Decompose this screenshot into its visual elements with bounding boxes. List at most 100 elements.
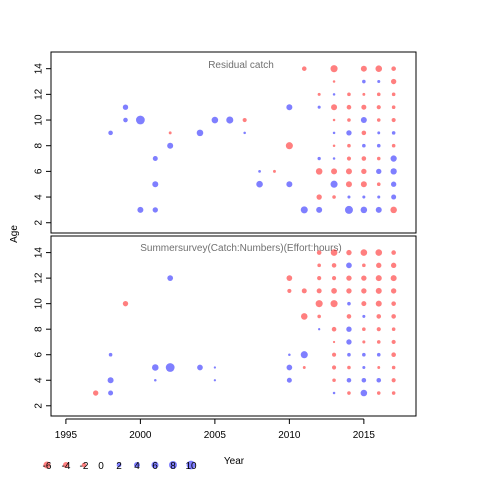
y-tick-label: 12: [34, 272, 45, 284]
residual-bubble: [347, 118, 351, 122]
residual-bubble: [391, 105, 396, 109]
residual-bubble: [347, 195, 351, 199]
residual-bubble: [391, 314, 396, 319]
residual-bubble: [317, 314, 321, 319]
residual-bubble: [137, 206, 144, 213]
residual-bubble: [376, 156, 381, 161]
residual-bubble: [391, 352, 396, 358]
residual-bubble: [390, 275, 397, 282]
y-tick-label: 14: [34, 247, 45, 259]
residual-bubble: [152, 207, 158, 213]
residual-bubble: [197, 364, 203, 371]
legend-label: 8: [170, 461, 176, 472]
legend-bubble: [63, 462, 69, 468]
legend-label: 10: [185, 461, 197, 472]
residual-bubble: [331, 168, 338, 175]
residual-bubble: [347, 391, 351, 395]
residual-bubble: [316, 206, 323, 213]
residual-bubble: [390, 168, 397, 175]
residual-bubble: [347, 365, 351, 370]
residual-bubble: [285, 142, 293, 150]
residual-bubble: [346, 104, 352, 110]
residual-bubble: [345, 168, 352, 175]
residual-bubble: [376, 262, 382, 269]
residual-bubble: [360, 181, 367, 188]
panel-1-frame: [50, 51, 417, 234]
legend-bubble: [186, 460, 196, 470]
residual-bubble: [302, 366, 306, 369]
residual-bubble: [376, 340, 381, 344]
residual-bubble: [362, 365, 366, 370]
residual-bubble: [346, 130, 352, 136]
residual-bubble: [361, 275, 367, 281]
residual-bubble: [287, 288, 292, 293]
residual-bubble: [390, 288, 397, 294]
residual-bubble: [316, 194, 322, 200]
legend-bubble: [116, 462, 122, 468]
residual-bubble: [331, 104, 338, 111]
panel-summer-survey: Summersurvey(Catch:Numbers)(Effort:hours…: [34, 235, 417, 417]
residual-bubble: [331, 326, 337, 332]
residual-bubble: [301, 66, 307, 71]
residual-bubble: [330, 300, 338, 308]
panel-residual-catch: Residual catch 2 4 6 8 10 12 14: [34, 51, 417, 234]
residual-bubble: [375, 275, 382, 282]
residual-bubble: [332, 195, 336, 199]
residual-bubble: [376, 168, 382, 175]
residual-bubble: [317, 105, 321, 109]
residual-bubble: [317, 156, 321, 161]
residual-bubble: [362, 340, 366, 344]
y-tick-label: 8: [34, 326, 45, 332]
residual-bubble: [211, 116, 219, 124]
residual-bubble: [196, 129, 204, 137]
residual-bubble: [152, 156, 158, 162]
residual-bubble: [361, 168, 367, 175]
residual-bubble: [376, 377, 382, 383]
residual-bubble: [300, 206, 308, 214]
x-tick-label: 1995: [55, 430, 78, 441]
residual-bubble: [347, 143, 351, 148]
residual-bubble: [375, 65, 383, 72]
residual-bubble: [347, 92, 351, 97]
legend-bubble: [134, 462, 140, 468]
x-tick-label: 2000: [129, 430, 152, 441]
residual-bubble: [242, 117, 247, 123]
residual-bubble: [332, 93, 336, 96]
residual-bubble: [273, 169, 276, 173]
residual-bubble: [362, 143, 366, 148]
residual-bubble: [165, 363, 175, 372]
residual-bubble: [300, 351, 308, 359]
residual-bubble: [376, 327, 381, 332]
y-axis-title: Age: [9, 225, 20, 243]
residual-bubble: [376, 105, 381, 110]
residual-bubble: [331, 365, 337, 370]
residual-bubble: [361, 104, 367, 110]
residual-bubble: [391, 365, 396, 370]
legend-label: -2: [80, 461, 89, 472]
residual-bubble: [330, 65, 338, 73]
legend-label: 6: [152, 461, 158, 472]
residual-bubble: [330, 249, 338, 256]
residual-bubble: [390, 78, 397, 85]
residual-bubble: [376, 118, 381, 122]
residual-bubble: [316, 288, 322, 294]
y-tick-label: 8: [34, 142, 45, 148]
residual-bubble: [243, 131, 246, 135]
residual-bubble: [345, 181, 352, 188]
residual-bubble: [376, 143, 381, 148]
residual-bubble: [332, 157, 336, 160]
residual-bubble: [391, 327, 396, 331]
panel-1-y-axis: 2 4 6 8 10 12 14: [34, 63, 51, 226]
residual-bubble: [332, 131, 336, 135]
residual-bubble: [375, 249, 383, 256]
panel-2-points: [93, 249, 397, 397]
panel-1-points: [108, 65, 397, 214]
residual-bubble: [362, 314, 366, 318]
y-tick-label: 4: [34, 377, 45, 383]
residual-bubble: [391, 391, 396, 395]
residual-bubble: [286, 377, 292, 383]
residual-bubble: [360, 389, 368, 397]
residual-bubble: [167, 142, 174, 149]
residual-bubble: [376, 92, 381, 97]
